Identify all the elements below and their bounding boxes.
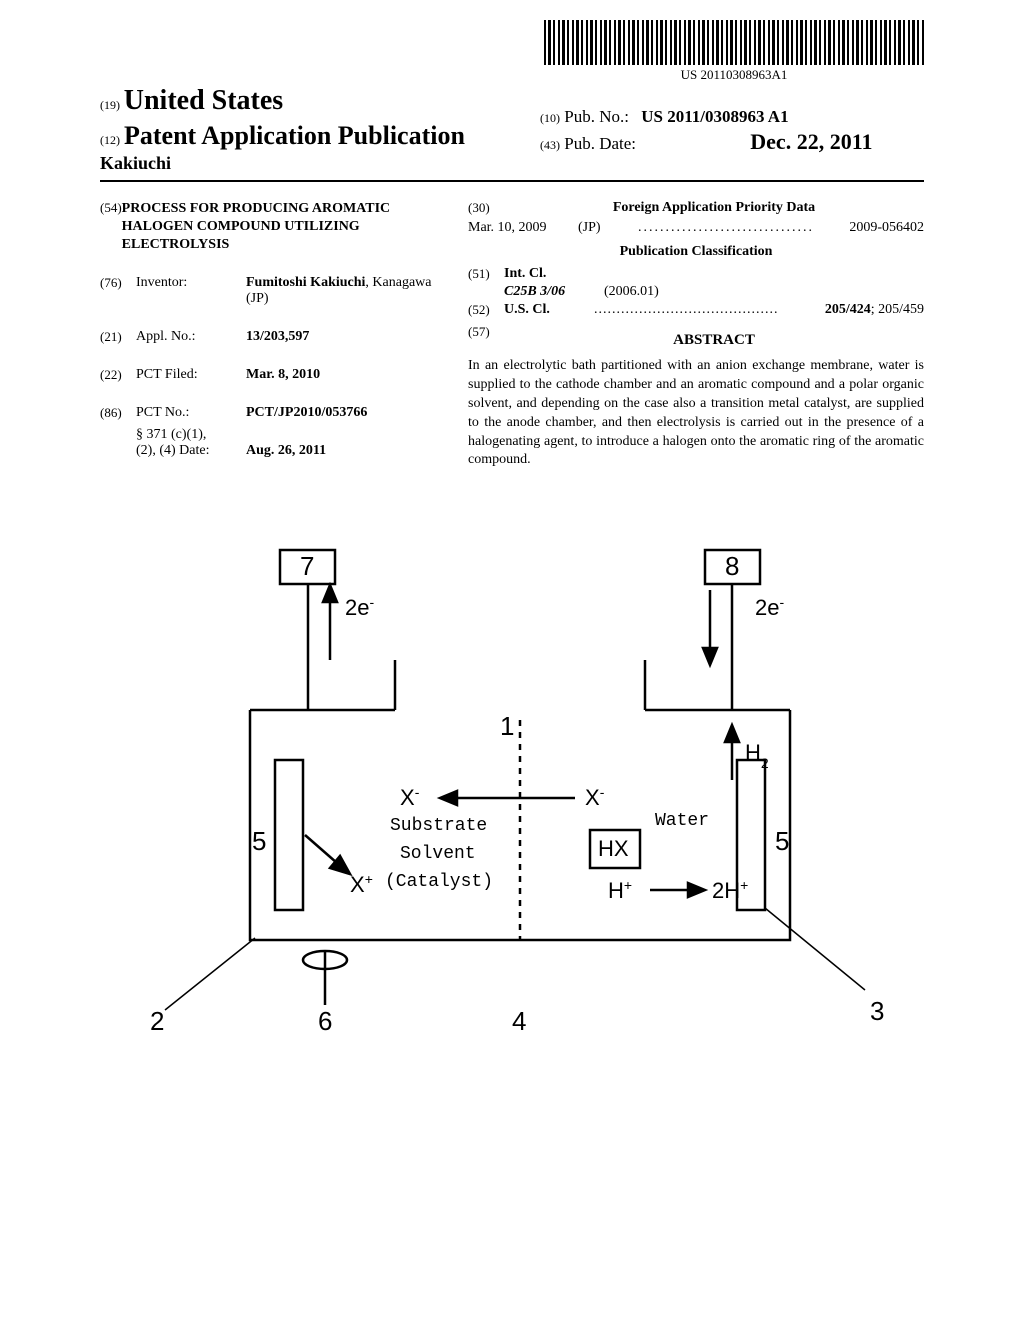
pctfiled-num: (22) bbox=[100, 367, 136, 383]
foreign-num: (30) bbox=[468, 200, 504, 216]
uscl-num: (52) bbox=[468, 302, 504, 318]
label-substrate: Substrate bbox=[390, 816, 487, 836]
label-3: 3 bbox=[870, 996, 884, 1026]
label-2e-left: 2e- bbox=[345, 594, 374, 620]
country: United States bbox=[124, 85, 283, 116]
pubno-num: (10) bbox=[540, 111, 560, 125]
label-x-left: X- bbox=[400, 784, 420, 810]
pubdate-text: Pub. Date: bbox=[564, 134, 636, 153]
foreign-app: 2009-056402 bbox=[814, 220, 924, 236]
country-num: (19) bbox=[100, 98, 120, 112]
label-solvent: Solvent bbox=[400, 844, 476, 864]
label-h2: H2 bbox=[745, 740, 769, 771]
label-8: 8 bbox=[725, 551, 739, 581]
applno-value: 13/203,597 bbox=[246, 329, 438, 345]
barcode-text: US 20110308963A1 bbox=[544, 67, 924, 83]
intcl-label: Int. Cl. bbox=[504, 266, 594, 282]
label-xplus: X+ bbox=[350, 871, 373, 897]
label-4: 4 bbox=[512, 1006, 526, 1036]
electrolysis-diagram: 1 2 3 4 5 5 6 7 8 2e- 2e- H2 X- X- X+ HX… bbox=[130, 530, 900, 1070]
inventor-num: (76) bbox=[100, 275, 136, 307]
label-2: 2 bbox=[150, 1006, 164, 1036]
foreign-cc: (JP) bbox=[578, 220, 638, 236]
intcl-code: C25B 3/06 bbox=[504, 284, 604, 300]
pctno-label: PCT No.: bbox=[136, 405, 246, 421]
s371-value: Aug. 26, 2011 bbox=[246, 443, 438, 459]
patent-title: PROCESS FOR PRODUCING AROMATIC HALOGEN C… bbox=[122, 200, 438, 255]
label-2hplus: 2H+ bbox=[712, 877, 748, 903]
pubdate-value: Dec. 22, 2011 bbox=[750, 129, 872, 154]
s371-sub: (2), (4) Date: bbox=[136, 443, 246, 459]
uscl-value: 205/424 bbox=[825, 302, 871, 318]
pctfiled-value: Mar. 8, 2010 bbox=[246, 367, 438, 383]
intcl-num: (51) bbox=[468, 266, 504, 282]
label-x-right: X- bbox=[585, 784, 605, 810]
label-6: 6 bbox=[318, 1006, 332, 1036]
uscl-label: U.S. Cl. bbox=[504, 302, 594, 318]
label-2e-right: 2e- bbox=[755, 594, 784, 620]
pubno-value: US 2011/0308963 A1 bbox=[641, 107, 788, 126]
label-catalyst: (Catalyst) bbox=[385, 872, 493, 892]
abstract-num: (57) bbox=[468, 324, 504, 355]
foreign-date: Mar. 10, 2009 bbox=[468, 220, 578, 236]
intcl-year: (2006.01) bbox=[604, 284, 659, 300]
abstract-head: ABSTRACT bbox=[504, 332, 924, 349]
title-num: (54) bbox=[100, 200, 122, 255]
pubtype-num: (12) bbox=[100, 133, 120, 147]
inventor-name: Fumitoshi Kakiuchi bbox=[246, 275, 365, 290]
label-5-right: 5 bbox=[775, 826, 789, 856]
inventor-label: Inventor: bbox=[136, 275, 246, 307]
dots: ........................................… bbox=[594, 302, 825, 318]
pctfiled-label: PCT Filed: bbox=[136, 367, 246, 383]
pub-type: Patent Application Publication bbox=[124, 121, 465, 150]
label-hx: HX bbox=[598, 836, 629, 861]
label-hplus: H+ bbox=[608, 877, 632, 903]
label-7: 7 bbox=[300, 551, 314, 581]
pubclass-head: Publication Classification bbox=[468, 244, 924, 260]
pctno-value: PCT/JP2010/053766 bbox=[246, 405, 438, 421]
abstract-text: In an electrolytic bath partitioned with… bbox=[468, 357, 924, 470]
inventor-surname: Kakiuchi bbox=[100, 153, 924, 174]
uscl-value2: ; 205/459 bbox=[871, 302, 924, 318]
pubno-text: Pub. No.: bbox=[564, 107, 629, 126]
pctno-num: (86) bbox=[100, 405, 136, 421]
label-5-left: 5 bbox=[252, 826, 266, 856]
foreign-head: Foreign Application Priority Data bbox=[504, 200, 924, 216]
barcode bbox=[544, 20, 924, 65]
label-1: 1 bbox=[500, 711, 514, 741]
label-water: Water bbox=[655, 811, 709, 831]
applno-num: (21) bbox=[100, 329, 136, 345]
dots: ................................ bbox=[638, 220, 814, 236]
s371-label: § 371 (c)(1), bbox=[136, 427, 246, 443]
divider bbox=[100, 180, 924, 182]
pubdate-num: (43) bbox=[540, 138, 560, 152]
applno-label: Appl. No.: bbox=[136, 329, 246, 345]
